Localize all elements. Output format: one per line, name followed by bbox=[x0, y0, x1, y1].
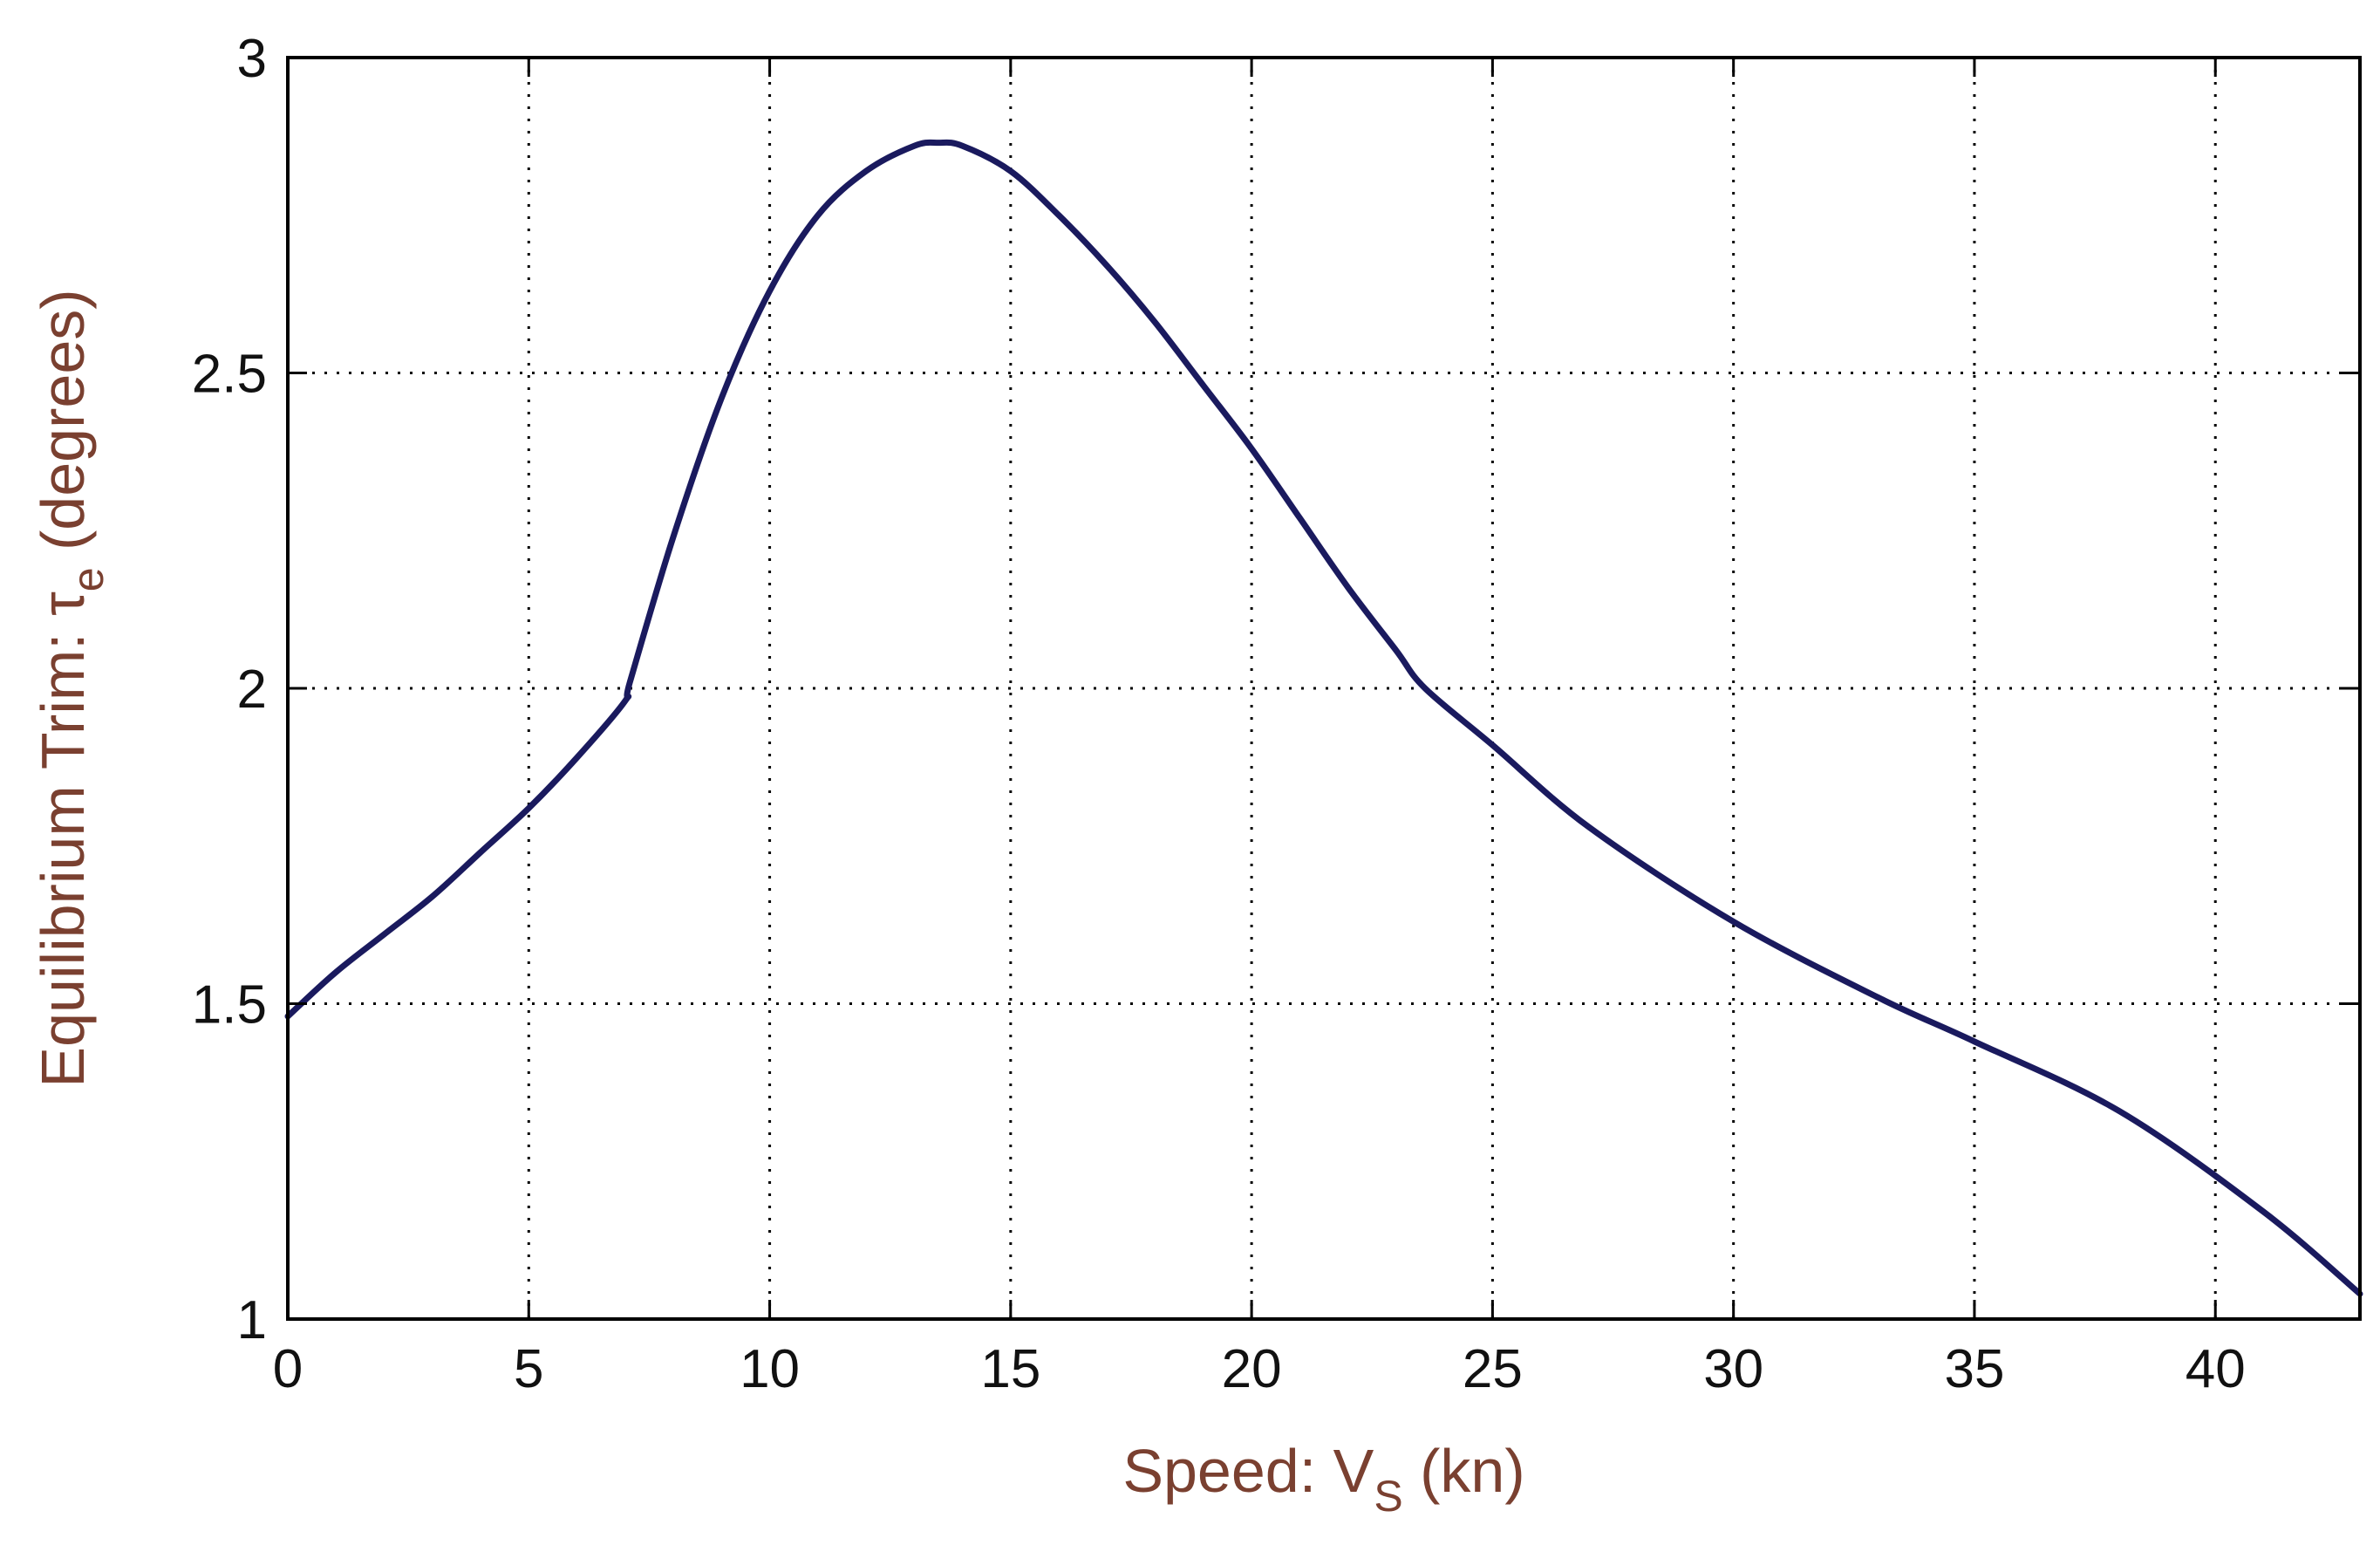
x-tick-label: 40 bbox=[2186, 1339, 2246, 1399]
x-axis-label-unit: (kn) bbox=[1403, 1437, 1525, 1505]
x-tick-label: 25 bbox=[1463, 1339, 1523, 1399]
y-axis-ticks: 1 1.5 2 2.5 3 bbox=[192, 29, 2360, 1350]
x-tick-label: 35 bbox=[1944, 1339, 2004, 1399]
x-tick-label: 20 bbox=[1222, 1339, 1282, 1399]
series-layer bbox=[284, 139, 2363, 1297]
x-axis-ticks: 0 5 10 15 20 25 30 35 40 bbox=[273, 58, 2246, 1399]
x-tick-label: 10 bbox=[740, 1339, 800, 1399]
y-tick-label: 3 bbox=[237, 29, 267, 89]
x-axis-label-main: Speed: V bbox=[1122, 1437, 1374, 1505]
grid-lines bbox=[288, 58, 2360, 1319]
y-tick-label: 2 bbox=[237, 660, 267, 720]
y-axis-label-unit: (degrees) bbox=[29, 289, 97, 567]
y-axis-label-subscript: e bbox=[64, 567, 113, 591]
y-axis-label: Equilibrium Trim: τe (degrees) bbox=[29, 289, 113, 1087]
x-axis-label-subscript: S bbox=[1374, 1472, 1402, 1521]
y-axis-label-main: Equilibrium Trim: τ bbox=[29, 591, 97, 1088]
series-line-trim bbox=[284, 139, 2363, 1297]
x-axis-label: Speed: VS (kn) bbox=[1122, 1437, 1524, 1521]
plot-frame bbox=[286, 56, 2362, 1321]
x-tick-label: 30 bbox=[1703, 1339, 1763, 1399]
y-tick-label: 2.5 bbox=[192, 345, 267, 405]
x-tick-label: 0 bbox=[273, 1339, 303, 1399]
y-tick-label: 1 bbox=[237, 1290, 267, 1350]
x-tick-label: 5 bbox=[514, 1339, 543, 1399]
x-tick-label: 15 bbox=[980, 1339, 1040, 1399]
y-tick-label: 1.5 bbox=[192, 975, 267, 1036]
